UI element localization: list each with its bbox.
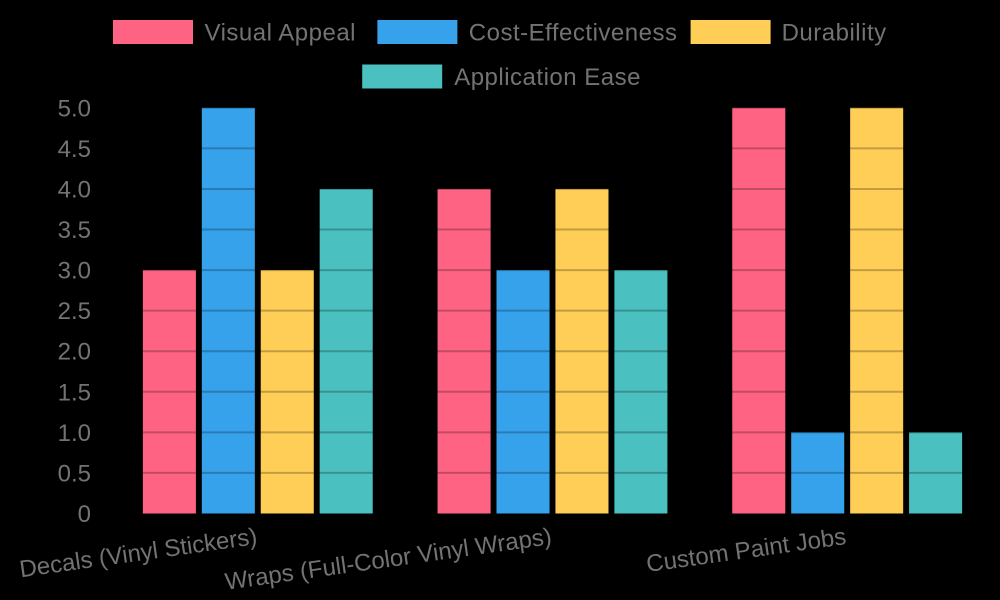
svg-text:3.0: 3.0 <box>58 258 91 285</box>
svg-text:Visual Appeal: Visual Appeal <box>205 20 357 47</box>
svg-text:Cost-Effectiveness: Cost-Effectiveness <box>469 20 678 47</box>
svg-text:Wraps (Full-Color Vinyl Wraps): Wraps (Full-Color Vinyl Wraps) <box>223 523 553 596</box>
svg-text:2.5: 2.5 <box>58 298 91 325</box>
svg-text:2.0: 2.0 <box>58 339 91 366</box>
svg-text:Durability: Durability <box>782 20 887 47</box>
svg-text:0.5: 0.5 <box>58 460 91 487</box>
svg-text:Custom Paint Jobs: Custom Paint Jobs <box>645 523 848 578</box>
svg-text:5.0: 5.0 <box>58 95 91 122</box>
svg-text:1.0: 1.0 <box>58 420 91 447</box>
svg-text:4.5: 4.5 <box>58 136 91 163</box>
svg-text:0: 0 <box>78 501 91 528</box>
svg-text:4.0: 4.0 <box>58 176 91 203</box>
svg-text:Application Ease: Application Ease <box>454 64 641 91</box>
svg-text:1.5: 1.5 <box>58 379 91 406</box>
svg-text:Decals (Vinyl Stickers): Decals (Vinyl Stickers) <box>18 523 259 583</box>
svg-text:3.5: 3.5 <box>58 217 91 244</box>
